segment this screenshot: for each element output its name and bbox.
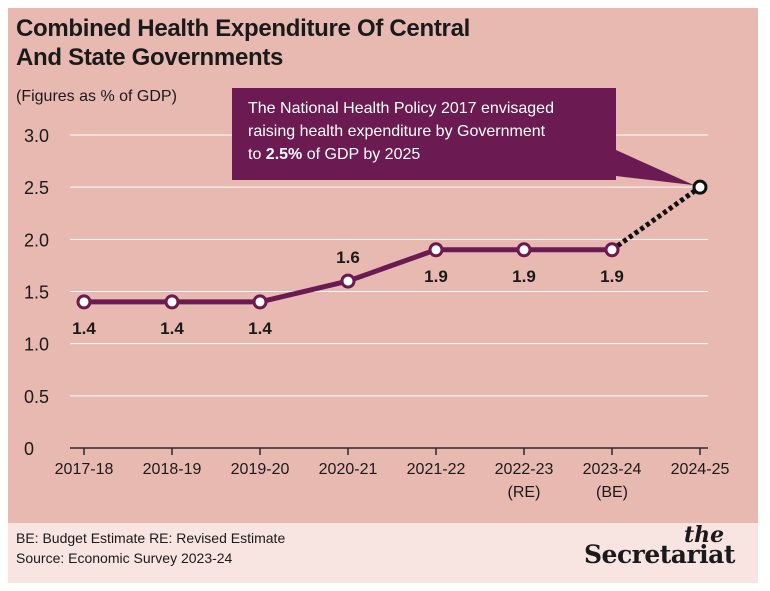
x-tick-label: 2018-19 xyxy=(143,461,202,478)
footer-source: Source: Economic Survey 2023-24 xyxy=(16,550,233,566)
x-tick-label: 2023-24 xyxy=(583,461,642,478)
logo-main-text: Secretariat xyxy=(584,540,735,569)
data-point xyxy=(164,294,180,310)
data-point xyxy=(428,242,444,258)
data-point xyxy=(76,294,92,310)
callout-line2: raising health expenditure by Government xyxy=(248,123,546,140)
chart-title-line1: Combined Health Expenditure Of Central xyxy=(16,15,470,42)
data-label: 1.9 xyxy=(424,267,448,286)
y-tick-label: 1.0 xyxy=(24,335,49,355)
y-tick-label: 2.0 xyxy=(24,230,49,250)
y-tick-label: 3.0 xyxy=(24,126,49,146)
data-point xyxy=(252,294,268,310)
footer-abbreviations: BE: Budget Estimate RE: Revised Estimate xyxy=(16,530,286,546)
callout-line1: The National Health Policy 2017 envisage… xyxy=(248,100,554,117)
chart-subtitle: (Figures as % of GDP) xyxy=(16,88,177,105)
data-label: 1.9 xyxy=(600,267,624,286)
callout-pointer xyxy=(616,150,694,186)
data-point xyxy=(340,273,356,289)
data-label: 1.9 xyxy=(512,267,536,286)
callout-line3: to 2.5% of GDP by 2025 xyxy=(248,143,600,166)
y-tick-label: 2.5 xyxy=(24,178,49,198)
projection-line xyxy=(610,185,702,252)
target-point xyxy=(692,179,708,195)
x-tick-label: 2019-20 xyxy=(231,461,290,478)
x-tick-note: (BE) xyxy=(596,484,628,501)
callout-line3-suffix: of GDP by 2025 xyxy=(302,146,421,163)
x-tick-label: 2024-25 xyxy=(671,461,730,478)
y-tick-label: 0 xyxy=(24,439,34,459)
data-label: 1.4 xyxy=(72,319,96,338)
axis-layer: 0 0.5 1.0 1.5 2.0 2.5 3.0 2017-18 2018-19 2019-20… xyxy=(24,126,729,501)
callout-line3-prefix: to xyxy=(248,146,266,163)
chart-title-line2: And State Governments xyxy=(16,44,284,71)
data-label: 1.4 xyxy=(248,319,272,338)
y-tick-label: 0.5 xyxy=(24,387,49,407)
chart-title: Combined Health Expenditure Of Central A… xyxy=(16,14,536,72)
y-tick-label: 1.5 xyxy=(24,283,49,303)
data-label: 1.4 xyxy=(160,319,184,338)
x-tick-label: 2020-21 xyxy=(319,461,378,478)
policy-callout: The National Health Policy 2017 envisage… xyxy=(232,88,616,180)
data-label: 1.6 xyxy=(336,248,360,267)
data-point xyxy=(516,242,532,258)
label-layer: 1.4 1.4 1.4 1.6 1.9 1.9 1.9 xyxy=(72,248,624,338)
callout-pointer-layer xyxy=(616,150,694,186)
x-tick-label: 2021-22 xyxy=(407,461,466,478)
x-tick-label: 2022-23 xyxy=(495,461,554,478)
data-point xyxy=(604,242,620,258)
grid-layer xyxy=(70,134,708,397)
x-tick-note: (RE) xyxy=(508,484,541,501)
footer-panel xyxy=(8,523,758,583)
callout-target-value: 2.5% xyxy=(265,146,303,163)
logo-small-text: the xyxy=(684,522,725,548)
x-tick-label: 2017-18 xyxy=(55,461,114,478)
point-layer xyxy=(76,179,708,310)
